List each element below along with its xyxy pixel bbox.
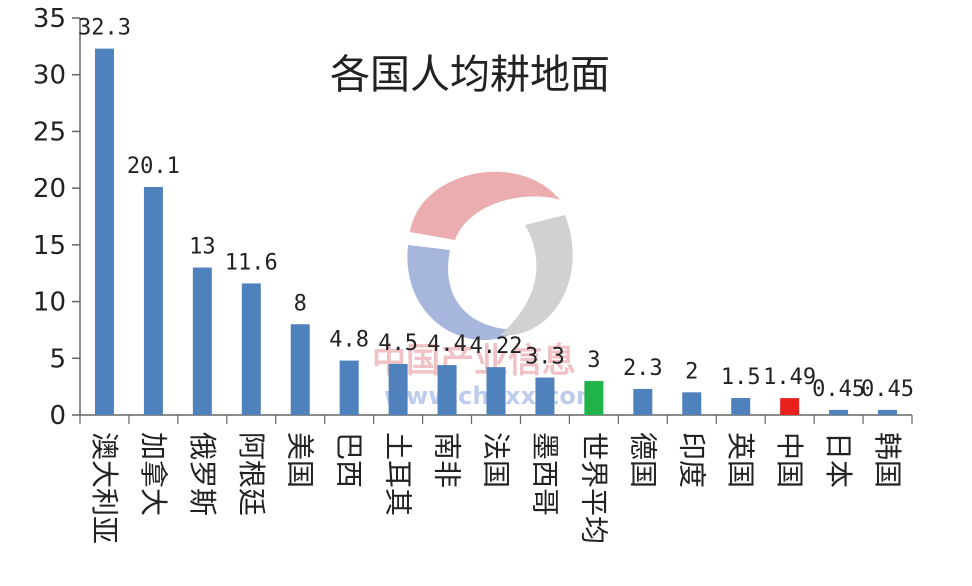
category-labels: 澳大利亚 加拿大 俄罗斯 阿根廷 美国 巴西 土耳其 南非 法国 墨西哥 世界平均 德国 印度 英国 中国日… [88, 432, 904, 544]
data-label-13: 2 [685, 359, 698, 384]
data-label-9: 4.22 [470, 334, 523, 359]
bar-7 [388, 363, 408, 415]
data-label-8: 4.4 [427, 332, 467, 357]
y-tick-label: 5 [49, 344, 66, 374]
bar-6 [339, 360, 359, 415]
y-ticks: 0 5 10 15 20 25 30 35 [33, 4, 80, 431]
data-label-15: 1.49 [763, 365, 816, 390]
bar-1 [94, 48, 114, 416]
bar-2 [143, 187, 163, 415]
chart-title: 各国人均耕地面 [330, 52, 610, 98]
bar-10 [535, 377, 555, 415]
y-tick-label: 35 [33, 4, 66, 34]
bar-11 [584, 380, 604, 415]
data-label-2: 20.1 [127, 154, 180, 179]
category-label-2: 加拿大 [137, 432, 170, 516]
category-label-4: 阿根廷 [235, 432, 268, 516]
y-tick-label: 0 [49, 401, 66, 431]
bar-15 [780, 398, 800, 415]
data-label-10: 3.3 [525, 345, 565, 370]
category-label-1: 澳大利亚 [88, 432, 121, 544]
category-label-15: 中国 [773, 432, 806, 488]
bar-13 [682, 392, 702, 415]
bar-14 [731, 397, 751, 415]
watermark-red-arc [410, 171, 560, 240]
bar-16 [829, 409, 849, 415]
category-label-7: 土耳其 [382, 432, 415, 516]
category-label-12: 德国 [626, 432, 659, 488]
bar-5 [290, 324, 310, 415]
data-label-12: 2.3 [623, 356, 663, 381]
data-label-17: 0.45 [861, 377, 914, 402]
category-label-8: 南非 [431, 432, 464, 488]
y-tick-label: 20 [33, 174, 66, 204]
category-label-17: 韩国 [871, 432, 904, 488]
y-tick-label: 30 [33, 61, 66, 91]
bar-12 [633, 388, 653, 415]
category-label-9: 法国 [480, 432, 513, 488]
category-label-10: 墨西哥 [528, 432, 561, 516]
category-label-3: 俄罗斯 [186, 432, 219, 516]
data-label-11: 3 [587, 348, 600, 373]
bar-4 [241, 283, 261, 415]
data-label-4: 11.6 [225, 250, 278, 275]
data-label-1: 32.3 [78, 16, 131, 41]
bar-8 [437, 365, 457, 415]
category-label-5: 美国 [284, 432, 317, 488]
data-label-5: 8 [294, 291, 307, 316]
data-label-3: 13 [189, 235, 216, 260]
category-label-11: 世界平均 [577, 432, 610, 544]
bar-3 [192, 267, 212, 415]
bar-17 [878, 409, 898, 415]
y-tick-label: 25 [33, 117, 66, 147]
bar-9 [486, 367, 506, 415]
watermark-blue-arc [407, 245, 520, 341]
data-label-7: 4.5 [378, 331, 418, 356]
y-tick-label: 15 [33, 231, 66, 261]
data-label-6: 4.8 [329, 328, 369, 353]
watermark-gray-arc [500, 215, 573, 336]
category-label-16: 日本 [822, 432, 855, 488]
data-label-16: 0.45 [812, 377, 865, 402]
category-label-13: 印度 [675, 432, 708, 488]
bars [94, 48, 898, 416]
data-label-14: 1.5 [721, 365, 761, 390]
category-label-14: 英国 [724, 432, 757, 488]
category-label-6: 巴西 [333, 432, 366, 488]
y-tick-label: 10 [33, 288, 66, 318]
watermark-logo: 中国产业信息 www.chyxx.com [372, 171, 601, 410]
